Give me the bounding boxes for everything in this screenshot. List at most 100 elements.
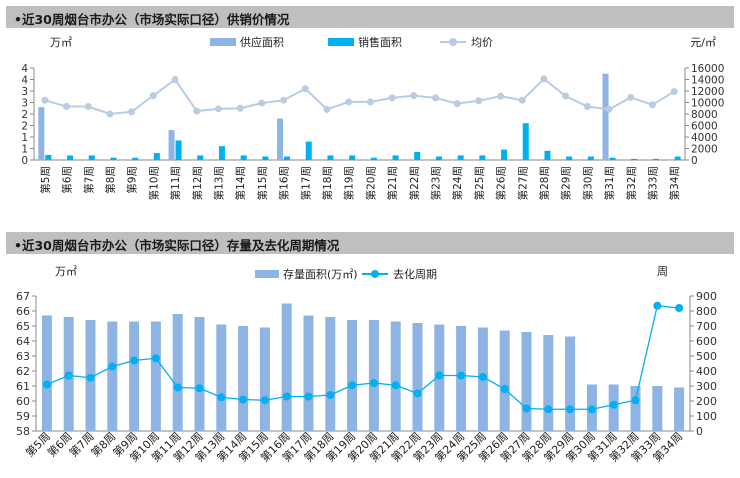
- chart1-category-label: 第15周: [256, 166, 269, 200]
- chart1-bar-b: [153, 153, 160, 160]
- chart1-left-tick-label: 3: [21, 98, 28, 110]
- chart1-title: •近30周烟台市办公（市场实际口径）供销价情况: [14, 12, 290, 27]
- chart1-bar-b: [522, 123, 529, 160]
- chart1-line-point: [63, 103, 71, 111]
- chart1-category-label: 第10周: [147, 166, 160, 200]
- chart2-bar-a: [368, 320, 379, 431]
- chart2-line: [46, 305, 680, 410]
- chart2-line-point: [173, 383, 182, 392]
- chart1-category-label: 第30周: [581, 166, 594, 200]
- chart1-bar-b: [349, 155, 356, 160]
- chart1-right-tick-label: 16000: [691, 63, 724, 75]
- chart2-line-point: [108, 362, 117, 371]
- chart1-title-bar: •近30周烟台市办公（市场实际口径）供销价情况: [6, 6, 734, 28]
- chart1-category-label: 第27周: [516, 166, 529, 200]
- chart1-left-tick-label: 4: [21, 63, 28, 75]
- chart1-line-point: [583, 103, 591, 111]
- chart2-title: •近30周烟台市办公（市场实际口径）存量及去化周期情况: [14, 238, 340, 253]
- chart2-line-point: [609, 400, 618, 409]
- chart2-legend-label: 存量面积(万㎡): [283, 267, 358, 281]
- chart1-line-point: [388, 94, 396, 102]
- chart1-svg: 0112233440200040006000800010000120001400…: [21, 35, 724, 200]
- chart2-line-point: [130, 356, 139, 365]
- chart1-category-label: 第26周: [495, 166, 508, 200]
- chart2-right-tick-label: 700: [696, 320, 717, 333]
- chart1-line-point: [41, 96, 49, 104]
- chart2-left-tick-label: 67: [16, 290, 30, 303]
- chart1-bar-b: [240, 155, 247, 160]
- chart2-line-point: [195, 384, 204, 393]
- chart1-category-label: 第13周: [212, 166, 225, 200]
- chart1-line-point: [366, 98, 374, 106]
- chart1-bar-a: [38, 107, 45, 160]
- chart1-line-point: [149, 92, 157, 100]
- chart2-line-point: [631, 396, 640, 405]
- chart1-line: [44, 77, 675, 116]
- chart1-bar-b: [587, 156, 594, 160]
- chart1-legend-label: 销售面积: [358, 35, 402, 49]
- chart2-line-point: [478, 373, 487, 381]
- chart1-legend-label: 均价: [471, 36, 493, 49]
- chart2-line-point: [544, 405, 553, 414]
- chart1-category-label: 第19周: [343, 166, 356, 200]
- chart2-bar-a: [565, 336, 576, 431]
- chart2-right-tick-label: 800: [696, 305, 717, 318]
- chart1-left-tick-label: 1: [21, 144, 28, 156]
- chart2-left-tick-label: 65: [16, 320, 30, 333]
- chart1-line-point: [540, 75, 548, 83]
- chart1-category-label: 第14周: [234, 166, 247, 200]
- chart1-bar-b: [262, 156, 269, 160]
- chart1-legend-swatch: [328, 38, 354, 46]
- chart1-line-point: [323, 105, 331, 113]
- chart1-category-label: 第22周: [408, 166, 421, 200]
- chart1-category-label: 第21周: [386, 166, 399, 200]
- chart1-bar-b: [652, 158, 659, 160]
- chart2-right-tick-label: 500: [696, 350, 717, 363]
- chart2-line-point: [566, 405, 575, 414]
- chart1-bar-b: [305, 141, 312, 160]
- chart2-right-tick-label: 600: [696, 335, 717, 348]
- chart1-category-label: 第32周: [625, 166, 638, 200]
- chart1-left-tick-label: 1: [21, 132, 28, 144]
- chart1-bar-b: [370, 157, 377, 160]
- chart1-line-point: [345, 98, 353, 106]
- chart1-line-point: [410, 92, 418, 100]
- chart1-line-point: [301, 85, 309, 93]
- chart1-category-label: 第6周: [61, 166, 74, 194]
- chart2-line-point: [282, 392, 291, 401]
- chart2-right-tick-label: 0: [696, 425, 703, 438]
- chart1-bar-b: [457, 155, 464, 160]
- chart1-line-point: [648, 101, 656, 109]
- chart1-right-tick-label: 12000: [691, 86, 724, 98]
- chart1-line-point: [236, 104, 244, 112]
- chart2-line-point: [457, 371, 466, 380]
- chart1-left-tick-label: 4: [21, 75, 28, 87]
- chart1-right-tick-label: 6000: [691, 121, 718, 133]
- chart1-category-label: 第18周: [321, 166, 334, 200]
- chart1-category-label: 第25周: [473, 166, 486, 200]
- chart1-category-label: 第20周: [364, 166, 377, 200]
- chart2-legend-label: 去化周期: [393, 267, 437, 281]
- chart2-bar-a: [129, 321, 140, 431]
- chart1-right-unit: 元/㎡: [690, 36, 716, 49]
- chart2-right-tick-label: 200: [696, 395, 717, 408]
- chart2-line-point: [348, 381, 357, 390]
- chart1-bar-b: [88, 155, 95, 160]
- chart1-line-point: [171, 76, 179, 83]
- chart2-left-tick-label: 59: [16, 410, 30, 423]
- chart1-category-label: 第31周: [603, 166, 616, 200]
- chart2-right-tick-label: 900: [696, 290, 717, 303]
- chart1-category-label: 第17周: [299, 166, 312, 200]
- chart2-bar-a: [347, 320, 358, 431]
- chart2-right-unit: 周: [657, 265, 668, 278]
- chart2-bar-a: [238, 326, 249, 431]
- chart2-bar-a: [107, 321, 118, 431]
- chart2-bar-a: [630, 386, 641, 431]
- chart1-category-label: 第11周: [169, 166, 182, 200]
- chart2-line-point: [304, 392, 313, 401]
- chart1-legend-swatch: [210, 38, 236, 46]
- chart1-line-point: [605, 105, 613, 113]
- chart2-line-point: [391, 381, 400, 390]
- chart1-category-label: 第28周: [538, 166, 551, 200]
- chart2-line-point: [151, 354, 160, 363]
